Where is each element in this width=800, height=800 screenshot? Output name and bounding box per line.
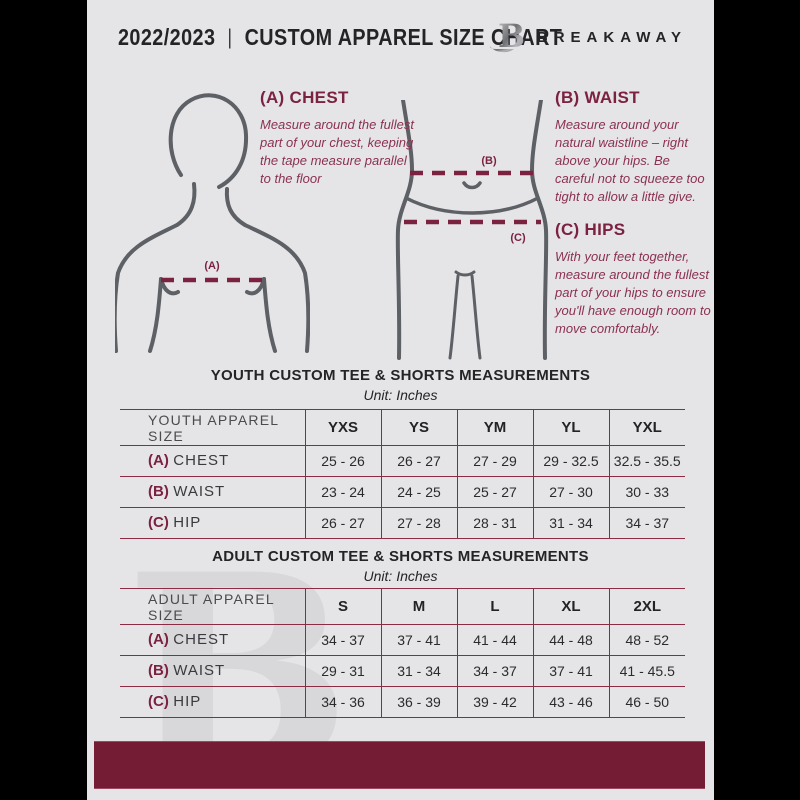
- row-name: HIP: [173, 514, 202, 531]
- footer-accent-bar: [94, 741, 705, 789]
- cell: 30 - 33: [608, 476, 685, 508]
- adult-size-m: M: [380, 588, 457, 625]
- cell: 37 - 41: [532, 655, 609, 687]
- waist-guide: (B) WAIST Measure around your natural wa…: [555, 88, 707, 206]
- cell: 25 - 26: [304, 445, 381, 477]
- adult-chest-label: (A) CHEST: [120, 625, 305, 656]
- cell: 24 - 25: [380, 476, 457, 508]
- table-row: (B) WAIST 29 - 31 31 - 34 34 - 37 37 - 4…: [120, 655, 685, 687]
- youth-size-yxs: YXS: [304, 409, 381, 446]
- youth-table-label: YOUTH APPAREL SIZE: [148, 411, 279, 444]
- lower-body-figure: (B) (C): [395, 100, 549, 360]
- youth-size-yl: YL: [532, 409, 609, 446]
- youth-size-table: YOUTH APPAREL SIZE YXS YS YM YL YXL (A) …: [120, 409, 685, 539]
- row-prefix: (B): [148, 483, 169, 500]
- cell: 31 - 34: [532, 507, 609, 539]
- cell: 43 - 46: [532, 686, 609, 718]
- cell: 29 - 31: [304, 655, 381, 687]
- cell: 26 - 27: [304, 507, 381, 539]
- brand-block: B BREAKAWAY: [484, 16, 687, 58]
- cell: 23 - 24: [304, 476, 381, 508]
- adult-header-row: ADULT APPAREL SIZE S M L XL 2XL: [120, 588, 685, 625]
- cell: 41 - 45.5: [608, 655, 685, 687]
- adult-size-2xl: 2XL: [608, 588, 685, 625]
- youth-waist-label: (B) WAIST: [120, 477, 305, 508]
- adult-waist-label: (B) WAIST: [120, 656, 305, 687]
- cell: 32.5 - 35.5: [608, 445, 685, 477]
- row-prefix: (C): [148, 693, 169, 710]
- adult-size-xl: XL: [532, 588, 609, 625]
- row-name: CHEST: [173, 631, 230, 648]
- season-label: 2022/2023: [118, 24, 216, 50]
- cell: 26 - 27: [380, 445, 457, 477]
- chest-guide-heading: (A) CHEST: [260, 88, 349, 107]
- row-name: WAIST: [173, 483, 226, 500]
- chest-guide: (A) CHEST Measure around the fullest par…: [260, 88, 418, 188]
- row-prefix: (C): [148, 514, 169, 531]
- cell: 34 - 36: [304, 686, 381, 718]
- row-prefix: (A): [148, 631, 169, 648]
- adult-size-l: L: [456, 588, 533, 625]
- table-row: (A) CHEST 34 - 37 37 - 41 41 - 44 44 - 4…: [120, 624, 685, 656]
- adult-size-table: ADULT APPAREL SIZE S M L XL 2XL (A) CHES…: [120, 588, 685, 718]
- adult-size-s: S: [304, 588, 381, 625]
- youth-hip-label: (C) HIP: [120, 508, 305, 539]
- cell: 25 - 27: [456, 476, 533, 508]
- table-row: (C) HIP 26 - 27 27 - 28 28 - 31 31 - 34 …: [120, 507, 685, 539]
- youth-size-ys: YS: [380, 409, 457, 446]
- cell: 31 - 34: [380, 655, 457, 687]
- cell: 28 - 31: [456, 507, 533, 539]
- size-chart-page: B 2022/2023 | CUSTOM APPAREL SIZE CHART …: [87, 0, 714, 800]
- cell: 36 - 39: [380, 686, 457, 718]
- youth-section-title: YOUTH CUSTOM TEE & SHORTS MEASUREMENTS: [210, 367, 591, 384]
- row-prefix: (A): [148, 452, 169, 469]
- table-row: (C) HIP 34 - 36 36 - 39 39 - 42 43 - 46 …: [120, 686, 685, 718]
- adult-unit-label: Unit: Inches: [363, 568, 438, 584]
- waist-guide-heading: (B) WAIST: [555, 88, 640, 107]
- hips-guide: (C) HIPS With your feet together, measur…: [555, 220, 714, 338]
- row-name: HIP: [173, 693, 202, 710]
- hips-guide-text: With your feet together, measure around …: [555, 249, 711, 336]
- cell: 48 - 52: [608, 624, 685, 656]
- youth-size-ym: YM: [456, 409, 533, 446]
- cell: 37 - 41: [380, 624, 457, 656]
- chest-marker-label: (A): [204, 260, 220, 272]
- upper-body-figure: (A): [115, 93, 310, 353]
- cell: 34 - 37: [304, 624, 381, 656]
- waist-guide-text: Measure around your natural waistline – …: [555, 117, 705, 204]
- hips-guide-heading: (C) HIPS: [555, 220, 626, 239]
- waist-marker-label: (B): [481, 155, 497, 167]
- page-header-title: 2022/2023 | CUSTOM APPAREL SIZE CHART: [118, 24, 562, 51]
- cell: 44 - 48: [532, 624, 609, 656]
- cell: 27 - 28: [380, 507, 457, 539]
- youth-size-yxl: YXL: [608, 409, 685, 446]
- table-row: (B) WAIST 23 - 24 24 - 25 25 - 27 27 - 3…: [120, 476, 685, 508]
- brand-name: BREAKAWAY: [536, 28, 687, 46]
- cell: 27 - 29: [456, 445, 533, 477]
- cell: 41 - 44: [456, 624, 533, 656]
- breakaway-logo-icon: B: [489, 17, 525, 55]
- table-row: (A) CHEST 25 - 26 26 - 27 27 - 29 29 - 3…: [120, 445, 685, 477]
- row-name: CHEST: [173, 452, 230, 469]
- cell: 34 - 37: [608, 507, 685, 539]
- youth-unit-label: Unit: Inches: [363, 387, 438, 403]
- youth-header-row: YOUTH APPAREL SIZE YXS YS YM YL YXL: [120, 409, 685, 446]
- hip-marker-label: (C): [510, 232, 526, 244]
- page-title: CUSTOM APPAREL SIZE CHART: [244, 24, 563, 50]
- row-prefix: (B): [148, 662, 169, 679]
- cell: 39 - 42: [456, 686, 533, 718]
- chest-guide-text: Measure around the fullest part of your …: [260, 117, 414, 186]
- row-name: WAIST: [173, 662, 226, 679]
- cell: 29 - 32.5: [532, 445, 609, 477]
- adult-section-title: ADULT CUSTOM TEE & SHORTS MEASUREMENTS: [212, 548, 589, 565]
- cell: 27 - 30: [532, 476, 609, 508]
- adult-hip-label: (C) HIP: [120, 687, 305, 718]
- cell: 34 - 37: [456, 655, 533, 687]
- adult-table-label: ADULT APPAREL SIZE: [148, 590, 275, 623]
- cell: 46 - 50: [608, 686, 685, 718]
- header-divider: |: [227, 25, 233, 49]
- youth-chest-label: (A) CHEST: [120, 446, 305, 477]
